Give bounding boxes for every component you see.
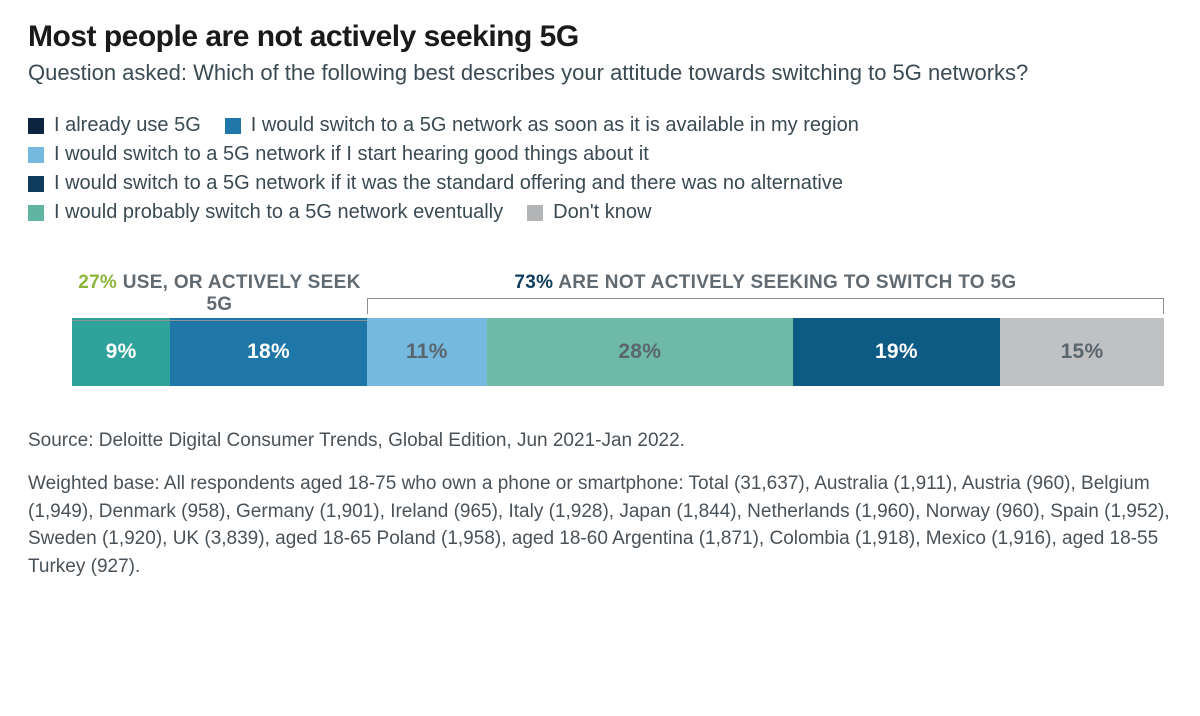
- legend-item: I would switch to a 5G network if I star…: [28, 143, 649, 166]
- summary-right-label: 73% ARE NOT ACTIVELY SEEKING TO SWITCH T…: [367, 272, 1164, 298]
- legend-swatch: [28, 176, 44, 192]
- summary-right-pct: 73%: [514, 272, 553, 293]
- legend-item: I would switch to a 5G network if it was…: [28, 172, 843, 195]
- legend-item: I would switch to a 5G network as soon a…: [225, 114, 859, 137]
- legend-swatch: [28, 147, 44, 163]
- chart-subtitle: Question asked: Which of the following b…: [28, 60, 1172, 86]
- legend-swatch: [225, 118, 241, 134]
- summary-right-text: ARE NOT ACTIVELY SEEKING TO SWITCH TO 5G: [553, 272, 1016, 293]
- summary-brackets: 27% USE, OR ACTIVELY SEEK 5G 73% ARE NOT…: [72, 272, 1164, 318]
- legend-swatch: [28, 118, 44, 134]
- summary-left: 27% USE, OR ACTIVELY SEEK 5G: [72, 272, 367, 318]
- legend-item: Don't know: [527, 201, 651, 224]
- legend-swatch: [28, 205, 44, 221]
- chart-area: 27% USE, OR ACTIVELY SEEK 5G 73% ARE NOT…: [28, 272, 1172, 386]
- bar-segment: 18%: [170, 318, 367, 386]
- stacked-bar: 9% 18% 11% 28% 19% 15%: [72, 318, 1164, 386]
- bar-segment: 19%: [793, 318, 1000, 386]
- summary-right: 73% ARE NOT ACTIVELY SEEKING TO SWITCH T…: [367, 272, 1164, 318]
- summary-left-label: 27% USE, OR ACTIVELY SEEK 5G: [72, 272, 367, 320]
- source-line: Source: Deloitte Digital Consumer Trends…: [28, 430, 1172, 452]
- legend-label: Don't know: [553, 201, 651, 224]
- bar-segment: 11%: [367, 318, 487, 386]
- bracket-shape: [72, 320, 367, 321]
- legend-item: I already use 5G: [28, 114, 201, 137]
- legend-label: I would probably switch to a 5G network …: [54, 201, 503, 224]
- bar-segment: 15%: [1000, 318, 1164, 386]
- legend-swatch: [527, 205, 543, 221]
- legend-label: I would switch to a 5G network if I star…: [54, 143, 649, 166]
- summary-left-pct: 27%: [78, 272, 117, 293]
- legend-label: I would switch to a 5G network if it was…: [54, 172, 843, 195]
- legend: I already use 5G I would switch to a 5G …: [28, 114, 1172, 224]
- bar-segment: 28%: [487, 318, 793, 386]
- summary-left-text: USE, OR ACTIVELY SEEK 5G: [117, 272, 360, 315]
- legend-item: I would probably switch to a 5G network …: [28, 201, 503, 224]
- chart-title: Most people are not actively seeking 5G: [28, 20, 1172, 54]
- bracket-shape: [367, 298, 1164, 314]
- bar-segment: 9%: [72, 318, 170, 386]
- legend-label: I would switch to a 5G network as soon a…: [251, 114, 859, 137]
- base-note: Weighted base: All respondents aged 18-7…: [28, 470, 1172, 580]
- legend-label: I already use 5G: [54, 114, 201, 137]
